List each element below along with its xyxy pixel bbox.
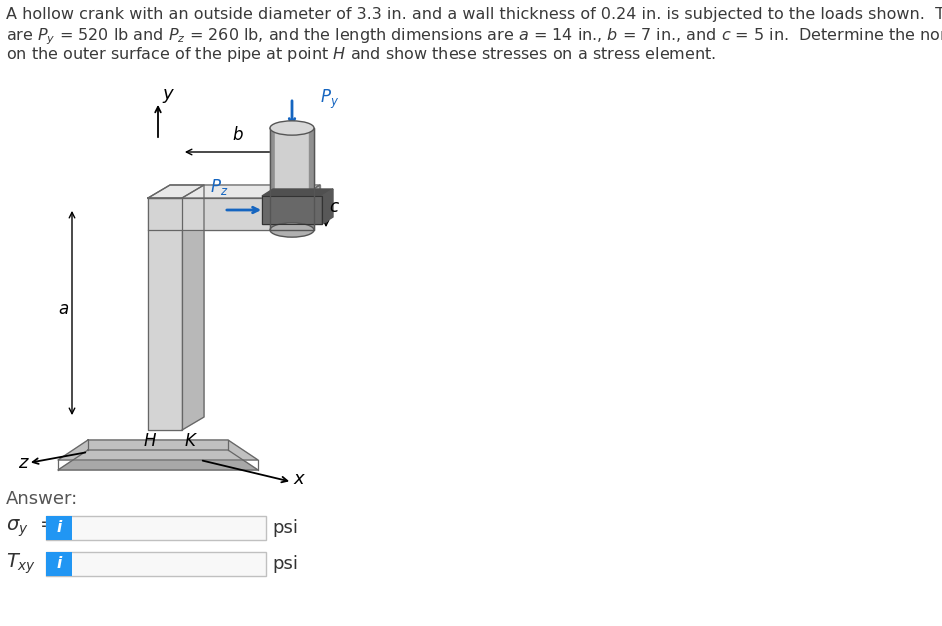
Text: $\sigma_y$  =: $\sigma_y$ =	[6, 517, 56, 539]
Polygon shape	[58, 440, 258, 460]
Polygon shape	[262, 196, 322, 224]
Text: K: K	[185, 432, 196, 450]
Ellipse shape	[270, 223, 314, 237]
Polygon shape	[309, 128, 314, 230]
Polygon shape	[270, 128, 275, 230]
Ellipse shape	[270, 121, 314, 135]
Text: psi: psi	[272, 555, 298, 573]
Polygon shape	[58, 450, 258, 470]
FancyBboxPatch shape	[46, 552, 72, 576]
Text: H: H	[144, 432, 156, 450]
Polygon shape	[298, 185, 320, 230]
FancyBboxPatch shape	[46, 552, 266, 576]
Text: $T_{xy}$  =: $T_{xy}$ =	[6, 552, 63, 577]
Text: $P_z$: $P_z$	[210, 177, 228, 197]
Text: x: x	[293, 470, 303, 488]
Text: y: y	[162, 85, 172, 103]
Text: are $P_y$ = 520 lb and $P_z$ = 260 lb, and the length dimensions are $a$ = 14 in: are $P_y$ = 520 lb and $P_z$ = 260 lb, a…	[6, 26, 942, 46]
Text: b: b	[232, 126, 242, 144]
Polygon shape	[148, 198, 182, 430]
Polygon shape	[182, 185, 204, 430]
Text: on the outer surface of the pipe at point $H$ and show these stresses on a stres: on the outer surface of the pipe at poin…	[6, 45, 716, 64]
Text: c: c	[329, 198, 338, 216]
Polygon shape	[148, 185, 204, 198]
FancyBboxPatch shape	[46, 516, 72, 540]
Polygon shape	[148, 198, 298, 230]
Polygon shape	[170, 185, 320, 217]
Polygon shape	[322, 189, 333, 224]
Polygon shape	[262, 189, 333, 196]
Polygon shape	[148, 185, 320, 198]
Text: A hollow crank with an outside diameter of 3.3 in. and a wall thickness of 0.24 : A hollow crank with an outside diameter …	[6, 7, 942, 22]
Polygon shape	[275, 128, 309, 230]
Text: a: a	[58, 300, 68, 318]
Text: $P_y$: $P_y$	[320, 88, 339, 111]
Text: i: i	[57, 520, 61, 535]
Text: Answer:: Answer:	[6, 490, 78, 508]
Text: z: z	[18, 454, 27, 472]
Text: i: i	[57, 557, 61, 572]
FancyBboxPatch shape	[46, 516, 266, 540]
Text: psi: psi	[272, 519, 298, 537]
